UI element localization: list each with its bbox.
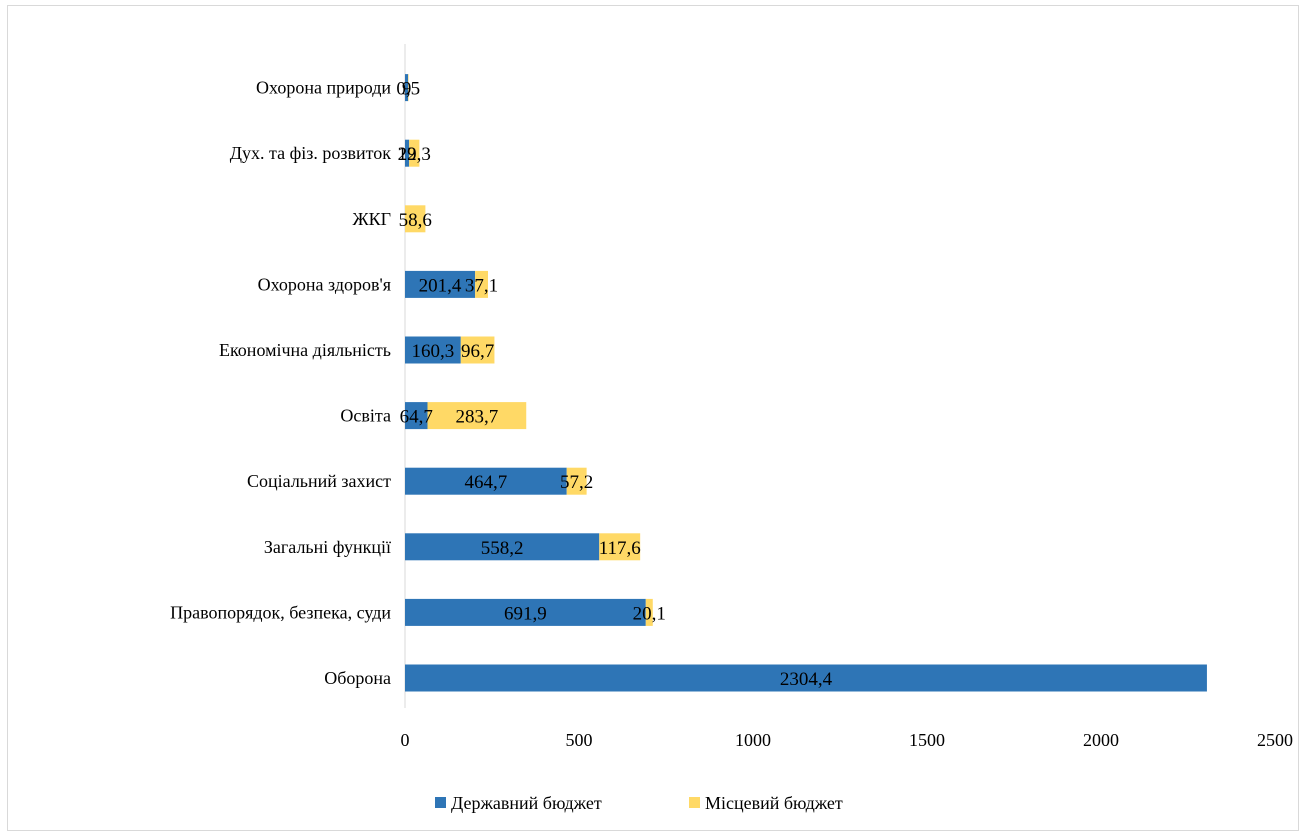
legend-swatch-state [435,797,446,808]
x-tick-label-2: 1000 [735,730,771,750]
category-label-8: Дух. та фіз. розвиток [230,143,391,163]
x-tick-label-4: 2000 [1083,730,1119,750]
data-label-local-4: 283,7 [456,407,499,428]
legend-swatch-local [689,797,700,808]
data-label-state-5: 160,3 [412,341,455,362]
legend-label-local: Місцевий бюджет [705,793,843,813]
data-label-state-3: 464,7 [464,472,507,493]
x-axis-tick-labels: 0 500 1000 1500 2000 2500 [401,730,1294,750]
data-label-state-0: 2304,4 [780,669,833,690]
data-label-local-8: 29,3 [398,144,431,165]
x-tick-label-1: 500 [566,730,593,750]
legend: Державний бюджет Місцевий бюджет [435,793,843,813]
data-label-local-3: 57,2 [560,472,593,493]
category-label-1: Правопорядок, безпека, суди [170,602,391,622]
bar-state-6 [405,270,476,298]
bar-local-3 [566,467,587,495]
category-label-5: Економічна діяльність [219,340,391,360]
legend-label-state: Державний бюджет [451,793,602,813]
chart-frame: Оборона Правопорядок, безпека, суди Загаль… [7,5,1299,831]
data-label-local-6: 37,1 [465,275,498,296]
category-label-2: Загальні функції [264,537,391,557]
category-label-0: Оборона [324,668,391,688]
bar-local-1 [645,598,653,626]
category-label-4: Освіта [340,406,391,426]
bar-state-8 [405,139,410,167]
category-label-6: Охорона здоров'я [258,274,391,294]
bar-chart: Оборона Правопорядок, безпека, суди Загаль… [170,44,1294,813]
data-label-state-2: 558,2 [481,538,524,559]
data-labels: 2304,4 691,9 20,1 558,2 117,6 464,7 57,2 64,7 28… [396,79,832,690]
bar-state-3 [405,467,567,495]
bar-state-4 [405,402,428,430]
category-label-7: ЖКГ [352,209,391,229]
x-tick-label-3: 1500 [909,730,945,750]
data-label-local-2: 117,6 [599,538,641,559]
data-label-state-8: 12 [398,144,417,165]
data-label-state-1: 691,9 [504,603,547,624]
bar-local-5 [460,336,495,364]
category-label-9: Охорона природи [256,78,391,98]
bar-state-0 [405,664,1207,692]
bar-local-4 [427,402,527,430]
bars-layer [404,44,1207,708]
bar-local-8 [409,139,420,167]
category-label-3: Соціальний захист [247,471,391,491]
bar-state-9 [405,74,409,102]
category-labels: Оборона Правопорядок, безпека, суди Загаль… [170,78,391,688]
data-label-state-9: 9 [402,79,412,100]
bar-local-6 [475,270,488,298]
data-label-local-9: 0,5 [396,79,420,100]
x-tick-label-5: 2500 [1257,730,1293,750]
x-tick-label-0: 0 [401,730,410,750]
data-label-local-1: 20,1 [633,603,666,624]
data-label-state-4: 64,7 [400,407,433,428]
bar-local-7 [405,205,426,233]
bar-local-9 [408,74,409,102]
bar-state-1 [405,598,646,626]
data-label-state-6: 201,4 [419,275,462,296]
data-label-local-7: 58,6 [399,210,432,231]
data-label-local-5: 96,7 [461,341,494,362]
bar-local-2 [599,533,641,561]
bar-state-5 [405,336,461,364]
bar-state-2 [405,533,600,561]
